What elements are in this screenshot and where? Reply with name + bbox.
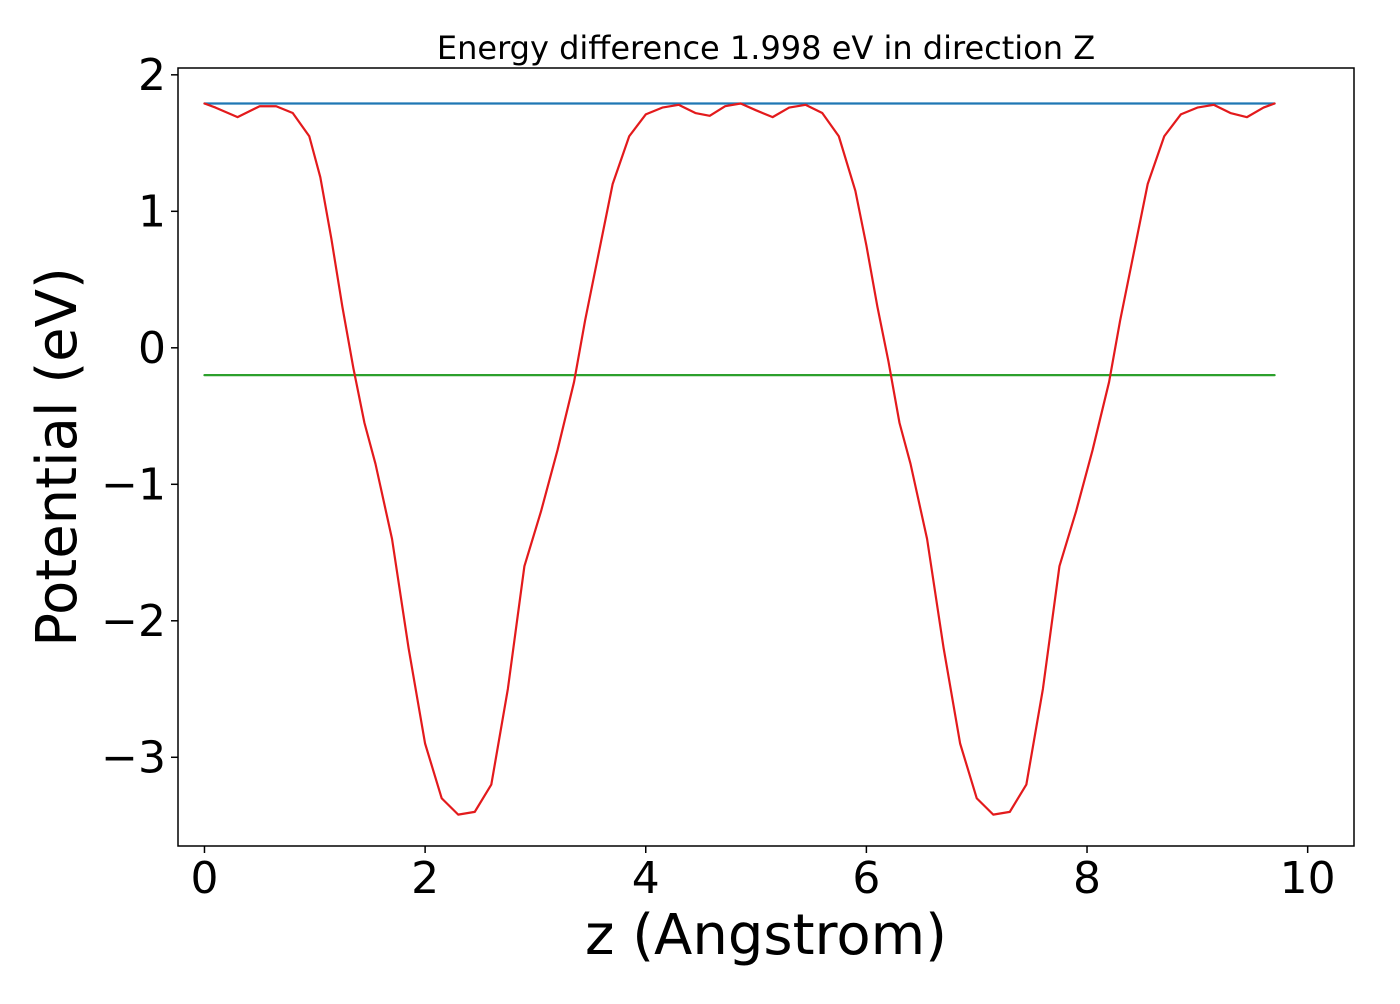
x-tick-label: 6 — [852, 853, 880, 904]
y-tick-label: −2 — [101, 596, 166, 647]
y-tick-label: −3 — [101, 732, 166, 783]
x-tick-label: 0 — [190, 853, 218, 904]
y-tick-label: −1 — [101, 459, 166, 510]
y-tick-label: 1 — [138, 186, 166, 237]
y-tick-label: 0 — [138, 323, 166, 374]
x-tick-label: 2 — [411, 853, 439, 904]
plot-frame — [177, 67, 1355, 847]
x-axis-ticks: 0 2 4 6 8 10 — [190, 846, 1336, 904]
x-axis-label: z (Angstrom) — [585, 903, 947, 968]
chart-title: Energy difference 1.998 eV in direction … — [437, 29, 1095, 67]
x-tick-label: 10 — [1280, 853, 1336, 904]
y-axis-ticks: −3 −2 −1 0 1 2 — [101, 50, 178, 783]
x-tick-label: 4 — [632, 853, 660, 904]
x-tick-label: 8 — [1073, 853, 1101, 904]
y-tick-label: 2 — [138, 50, 166, 101]
potential-curve — [203, 102, 1276, 816]
series-lines — [203, 102, 1276, 816]
y-axis-label: Potential (eV) — [25, 267, 90, 647]
